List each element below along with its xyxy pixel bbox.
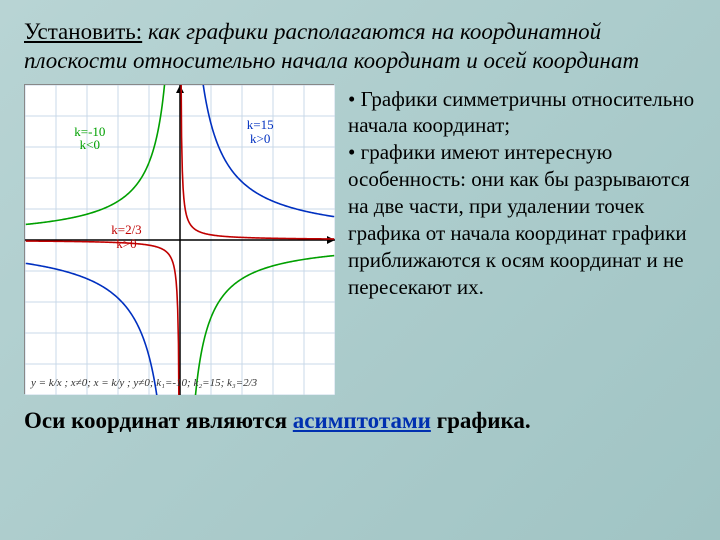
chart-column: k=-10k<0 k=15k>0 k=2/3k>0 y = k/x ; x≠0; x… (24, 84, 334, 394)
footer-post: графика. (431, 408, 531, 433)
bullet-text: • Графики симметричны относительно начал… (348, 84, 696, 394)
slide-title: Установить: как графики располагаются на… (24, 18, 696, 76)
formula-caption: y = k/x ; x≠0; x = k/y ; y≠0; k₁=-10; k₂… (31, 377, 257, 389)
hyperbola-chart: k=-10k<0 k=15k>0 k=2/3k>0 y = k/x ; x≠0; x… (24, 84, 334, 394)
chart-svg (25, 85, 335, 395)
curve-annotation: k=2/3k>0 (111, 223, 141, 250)
curve-annotation: k=15k>0 (247, 118, 274, 145)
title-underlined: Установить: (24, 19, 142, 44)
content-row: k=-10k<0 k=15k>0 k=2/3k>0 y = k/x ; x≠0; x… (24, 84, 696, 394)
curve-annotation: k=-10k<0 (74, 125, 105, 152)
footer-pre: Оси координат являются (24, 408, 293, 433)
bullet-paragraph: • Графики симметричны относительно начал… (348, 86, 696, 301)
asymptote-link[interactable]: асимптотами (293, 408, 431, 433)
footer-line: Оси координат являются асимптотами графи… (24, 408, 696, 434)
